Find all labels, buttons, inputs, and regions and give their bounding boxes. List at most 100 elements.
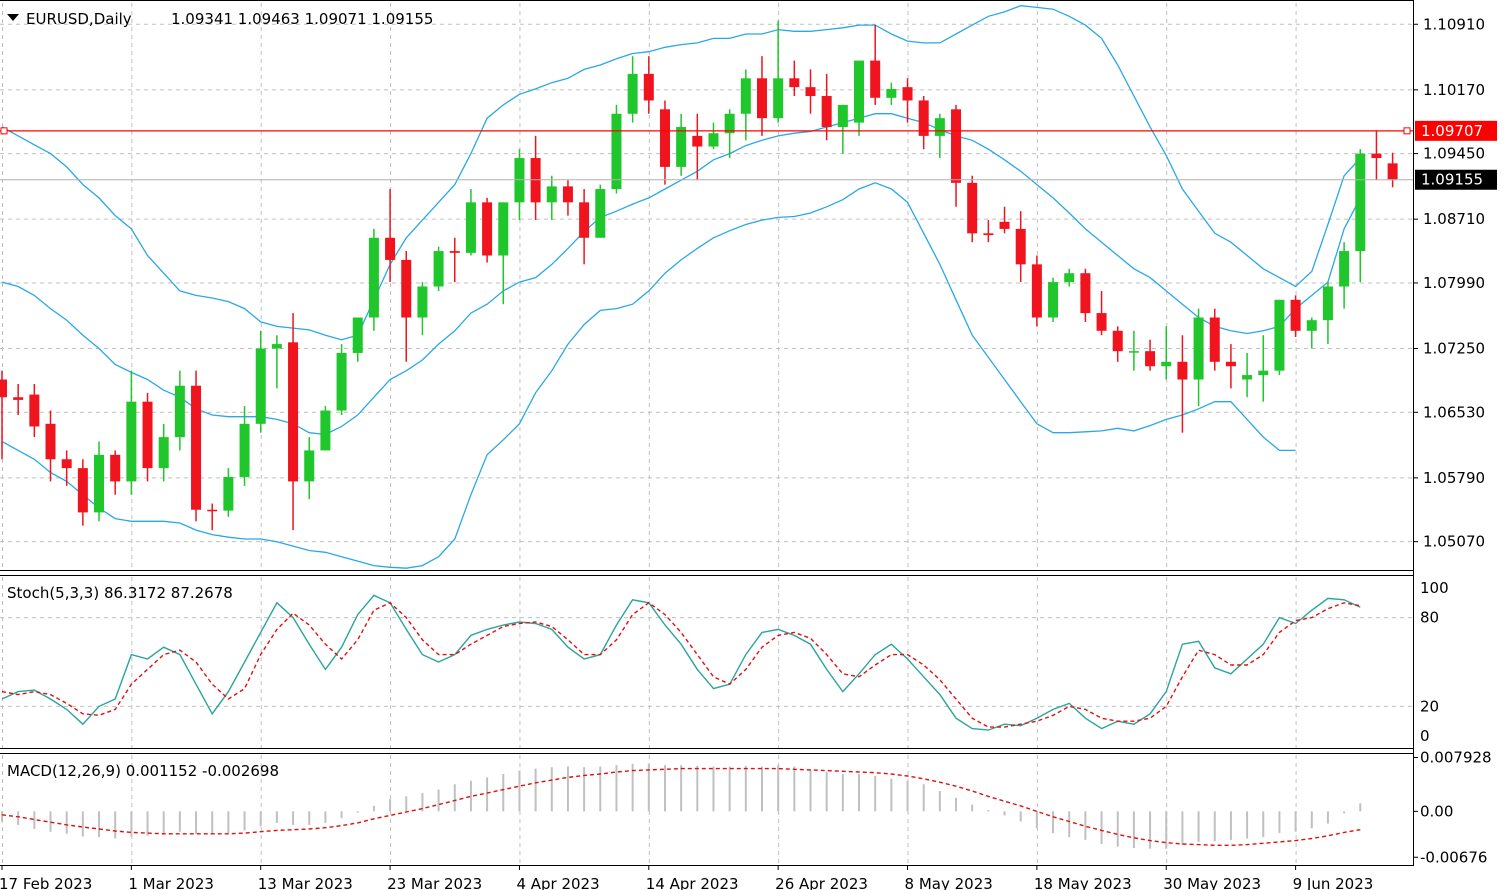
bearish-candle xyxy=(1031,264,1042,318)
date-axis-label: 14 Apr 2023 xyxy=(646,875,739,890)
bearish-candle xyxy=(61,459,72,469)
price-axis-label: 1.08710 xyxy=(1423,210,1485,228)
bullish-candle xyxy=(174,385,185,438)
bullish-candle xyxy=(320,410,331,451)
bollinger-lower-line xyxy=(1,182,1296,569)
price-axis-label: 1.07250 xyxy=(1423,340,1485,358)
level-price-label: 1.09707 xyxy=(1421,122,1483,140)
current-price-label: 1.09155 xyxy=(1421,171,1483,189)
bearish-candle xyxy=(288,342,299,482)
bearish-candle xyxy=(918,100,929,136)
macd-signal-line xyxy=(1,767,1361,846)
price-axis-label: 1.05790 xyxy=(1423,469,1485,487)
bullish-candle xyxy=(223,476,234,511)
bullish-candle xyxy=(1355,153,1366,252)
bearish-candle xyxy=(401,259,412,318)
price-axis-label: 1.10910 xyxy=(1423,15,1485,33)
date-axis-label: 18 May 2023 xyxy=(1034,875,1132,890)
macd-axis-label: -0.00676 xyxy=(1420,848,1487,866)
bearish-candle xyxy=(692,135,703,147)
bullish-candle xyxy=(352,317,363,353)
bearish-candle xyxy=(579,202,590,238)
overlay-layer xyxy=(0,127,1413,181)
bearish-candle xyxy=(29,394,40,427)
bearish-candle xyxy=(1387,163,1398,180)
bearish-candle xyxy=(1225,361,1236,367)
collapse-triangle-icon[interactable] xyxy=(7,14,19,21)
bearish-candle xyxy=(967,182,978,234)
bullish-candle xyxy=(158,437,169,469)
bearish-candle xyxy=(110,454,121,482)
bearish-candle xyxy=(805,87,816,97)
bullish-candle xyxy=(1339,251,1350,287)
bullish-candle xyxy=(1193,317,1204,380)
bullish-candle xyxy=(1258,370,1269,376)
bullish-candle xyxy=(1048,282,1059,318)
bearish-candle xyxy=(1290,299,1301,331)
bearish-candle xyxy=(1015,228,1026,265)
macd-axis-label: 0.00 xyxy=(1420,802,1453,820)
bearish-candle xyxy=(45,423,56,460)
bullish-candle xyxy=(740,78,751,114)
bullish-candle xyxy=(1322,286,1333,321)
bearish-candle xyxy=(643,73,654,101)
bullish-candle xyxy=(368,237,379,318)
bearish-candle xyxy=(902,87,913,101)
bearish-candle xyxy=(1112,330,1123,352)
bullish-candle xyxy=(854,60,865,123)
bearish-candle xyxy=(1209,317,1220,362)
bullish-candle xyxy=(724,113,735,134)
bearish-candle xyxy=(1096,313,1107,331)
price-axis-label: 1.06530 xyxy=(1423,403,1485,421)
macd-layer xyxy=(1,763,1362,849)
bullish-candle xyxy=(336,352,347,411)
bearish-candle xyxy=(0,379,7,398)
price-axis-label: 1.10170 xyxy=(1423,81,1485,99)
date-axis-label: 1 Mar 2023 xyxy=(128,875,214,890)
bearish-candle xyxy=(951,109,962,183)
bearish-candle xyxy=(482,202,493,256)
level-price-tag xyxy=(1415,120,1497,141)
bullish-candle xyxy=(1064,273,1075,283)
stoch-axis-label: 0 xyxy=(1420,727,1430,745)
stoch-main-line xyxy=(1,594,1361,731)
stoch-axis-label: 20 xyxy=(1420,697,1439,715)
bullish-candle xyxy=(255,348,266,424)
price-axis-label: 1.05070 xyxy=(1423,533,1485,551)
date-axis-label: 30 May 2023 xyxy=(1163,875,1261,890)
stoch-indicator-label: Stoch(5,3,3) 86.3172 87.2678 xyxy=(7,584,233,602)
bullish-candle xyxy=(886,88,897,98)
bullish-candle xyxy=(546,186,557,203)
header-legend: EURUSD,Daily 1.09341 1.09463 1.09071 1.0… xyxy=(7,10,433,28)
bearish-candle xyxy=(821,96,832,128)
stoch-axis-label: 80 xyxy=(1420,609,1439,627)
current-price-tag xyxy=(1415,169,1497,190)
bullish-candle xyxy=(94,454,105,513)
level-line-handle-left xyxy=(0,127,8,135)
level-line-handle-right xyxy=(1403,127,1411,135)
stoch-layer xyxy=(1,594,1361,731)
bullish-candle xyxy=(611,113,622,190)
bullish-candle xyxy=(271,344,282,349)
bullish-candle xyxy=(1161,361,1172,367)
bearish-candle xyxy=(191,385,202,510)
bearish-candle xyxy=(385,237,396,260)
bullish-candle xyxy=(465,202,476,253)
bearish-candle xyxy=(562,186,573,203)
bearish-candle xyxy=(13,397,24,400)
bullish-candle xyxy=(708,133,719,147)
bearish-candle xyxy=(1145,351,1156,367)
bearish-candle xyxy=(1371,153,1382,159)
date-axis-label: 17 Feb 2023 xyxy=(0,875,92,890)
date-axis-label: 13 Mar 2023 xyxy=(258,875,353,890)
stoch-axis-label: 100 xyxy=(1420,579,1449,597)
date-axis-label: 4 Apr 2023 xyxy=(516,875,599,890)
candles-layer xyxy=(0,20,1398,531)
bullish-candle xyxy=(1128,351,1139,353)
bullish-candle xyxy=(934,118,945,136)
price-axis-label: 1.09450 xyxy=(1423,145,1485,163)
stoch-signal-line xyxy=(1,601,1361,728)
date-axis-label: 8 May 2023 xyxy=(905,875,993,890)
axis-layer: 1.10910 1.10170 1.09450 1.08710 1.07990 1.072… xyxy=(0,15,1497,890)
